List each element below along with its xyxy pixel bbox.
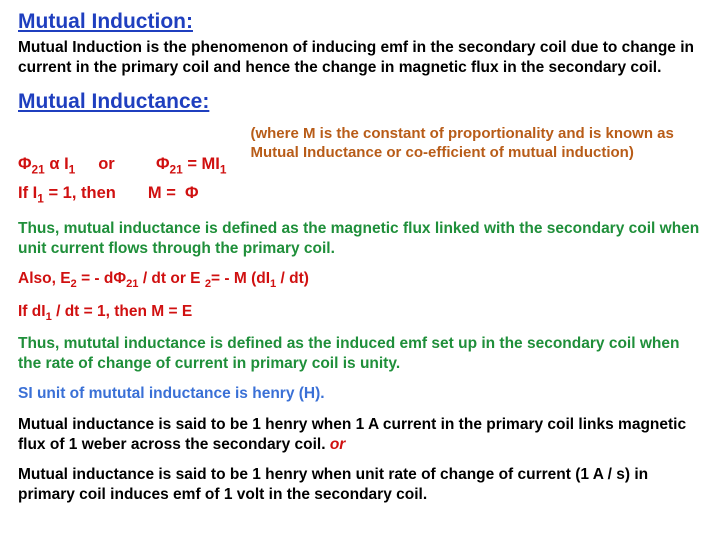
eq-mi: = MI — [183, 155, 220, 173]
eq2-p1: Also, E — [18, 270, 71, 287]
eq-sub: 1 — [220, 162, 227, 176]
equation-block-1: Φ21 α I1 or Φ21 = MI1 If I1 = 1, then M … — [18, 122, 226, 209]
eq3-p1: If dI — [18, 303, 46, 320]
eq2-p4: = - M (dI — [211, 270, 270, 287]
equation-m-e: If dI1 / dt = 1, then M = E — [18, 302, 702, 325]
eq-sub: 1 — [37, 191, 44, 205]
eq2-p2: = - dΦ — [77, 270, 126, 287]
eq-sub: 21 — [32, 162, 45, 176]
henry-def-1: Mutual inductance is said to be 1 henry … — [18, 415, 702, 455]
eq-alpha-i: α I — [45, 155, 69, 173]
equation-row-1: Φ21 α I1 or Φ21 = MI1 If I1 = 1, then M … — [18, 122, 702, 209]
title-mutual-induction: Mutual Induction: — [18, 10, 702, 34]
eq-phi: Φ — [18, 155, 32, 173]
title-mutual-inductance: Mutual Inductance: — [18, 90, 702, 114]
eq2-p3: / dt or E — [139, 270, 205, 287]
sidenote-mutual-inductance: (where M is the constant of proportional… — [250, 122, 702, 162]
eq3-p2: / dt = 1, then M = E — [52, 303, 192, 320]
definition-flux: Thus, mutual inductance is defined as th… — [18, 219, 702, 259]
henry1-text: Mutual inductance is said to be 1 henry … — [18, 416, 686, 453]
eq-m-phi: = 1, then M = Φ — [44, 184, 199, 202]
eq-if-i: If I — [18, 184, 37, 202]
eq2-p5: / dt) — [276, 270, 309, 287]
henry-def-2: Mutual inductance is said to be 1 henry … — [18, 465, 702, 505]
si-unit: SI unit of mututal inductance is henry (… — [18, 384, 702, 404]
equation-emf: Also, E2 = - dΦ21 / dt or E 2= - M (dI1 … — [18, 269, 702, 292]
eq-sub: 21 — [126, 278, 138, 290]
henry1-or: or — [330, 436, 346, 453]
definition-emf: Thus, mututal inductance is defined as t… — [18, 334, 702, 374]
eq-sub: 21 — [170, 162, 183, 176]
intro-definition: Mutual Induction is the phenomenon of in… — [18, 38, 702, 78]
eq-or-phi: or Φ — [75, 155, 169, 173]
